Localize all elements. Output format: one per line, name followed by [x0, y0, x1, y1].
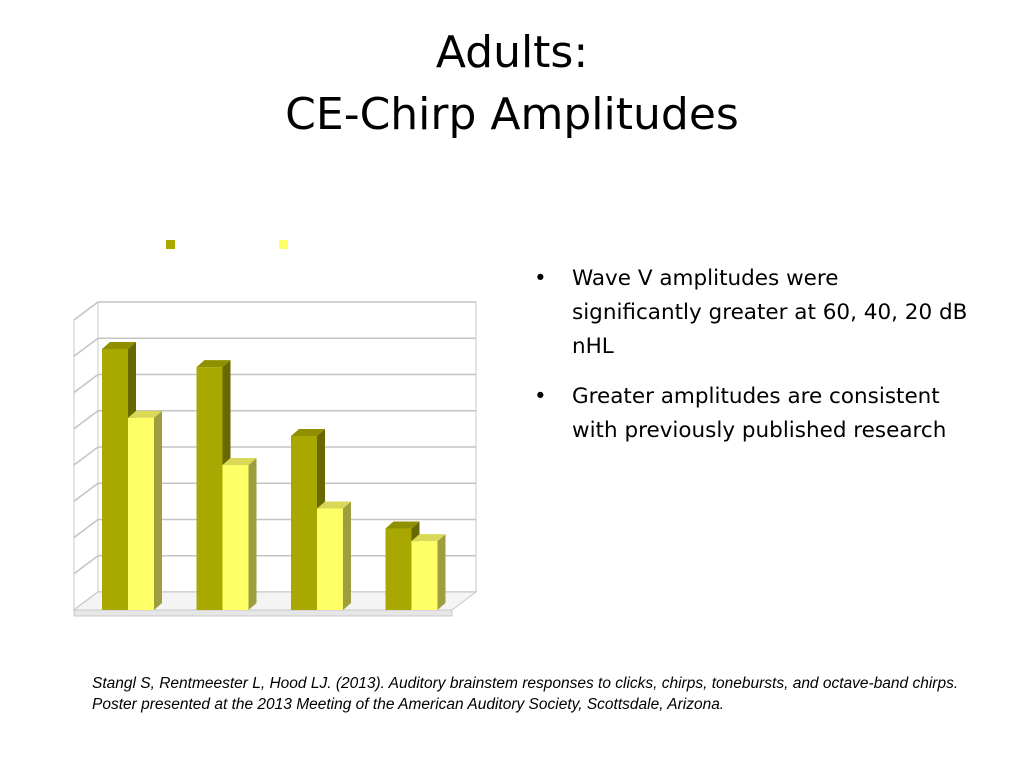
chart-gridline [73, 409, 476, 430]
bar [317, 508, 343, 610]
bar-top [102, 342, 136, 349]
citation: Stangl S, Rentmeester L, Hood LJ. (2013)… [92, 675, 959, 713]
chart-floor-edge [73, 609, 453, 617]
bar-top [128, 410, 162, 418]
bar-chart [60, 228, 490, 628]
title-line-1: Adults: [435, 27, 589, 78]
bar-top [317, 501, 351, 509]
legend-swatch [279, 240, 288, 249]
bullet-list: • Wave V amplitudes were significantly g… [532, 262, 972, 464]
bar [102, 349, 128, 610]
bar-side [437, 534, 446, 610]
bullet-marker: • [534, 266, 547, 291]
bullet-marker: • [534, 384, 547, 409]
chart-gridline [73, 301, 476, 321]
legend-swatch [166, 240, 175, 249]
bar-side [343, 501, 351, 610]
bar [411, 541, 438, 610]
bullet-text: Wave V amplitudes were significantly gre… [572, 266, 968, 359]
bullet-item: • Greater amplitudes are consistent with… [532, 380, 972, 448]
bar [385, 528, 412, 610]
chart-gridline [73, 337, 476, 357]
chart-gridline [73, 373, 476, 394]
bar-top [291, 429, 325, 436]
bar-side [248, 458, 257, 610]
bullet-item: • Wave V amplitudes were significantly g… [532, 262, 972, 364]
bullet-text: Greater amplitudes are consistent with p… [572, 384, 947, 443]
bar [291, 436, 317, 610]
bar-chart-svg [72, 240, 478, 617]
bar [222, 465, 249, 610]
bar-top [411, 534, 446, 542]
bar-top [196, 360, 231, 368]
bar-top [222, 458, 257, 465]
title-line-2: CE-Chirp Amplitudes [285, 89, 739, 140]
bar [128, 417, 154, 610]
chart-gridline [73, 482, 476, 502]
bar-top [385, 521, 420, 529]
bar-side [154, 410, 162, 610]
chart-gridline [73, 446, 476, 466]
slide-title: Adults: CE-Chirp Amplitudes [0, 22, 1024, 146]
bar [196, 367, 223, 610]
